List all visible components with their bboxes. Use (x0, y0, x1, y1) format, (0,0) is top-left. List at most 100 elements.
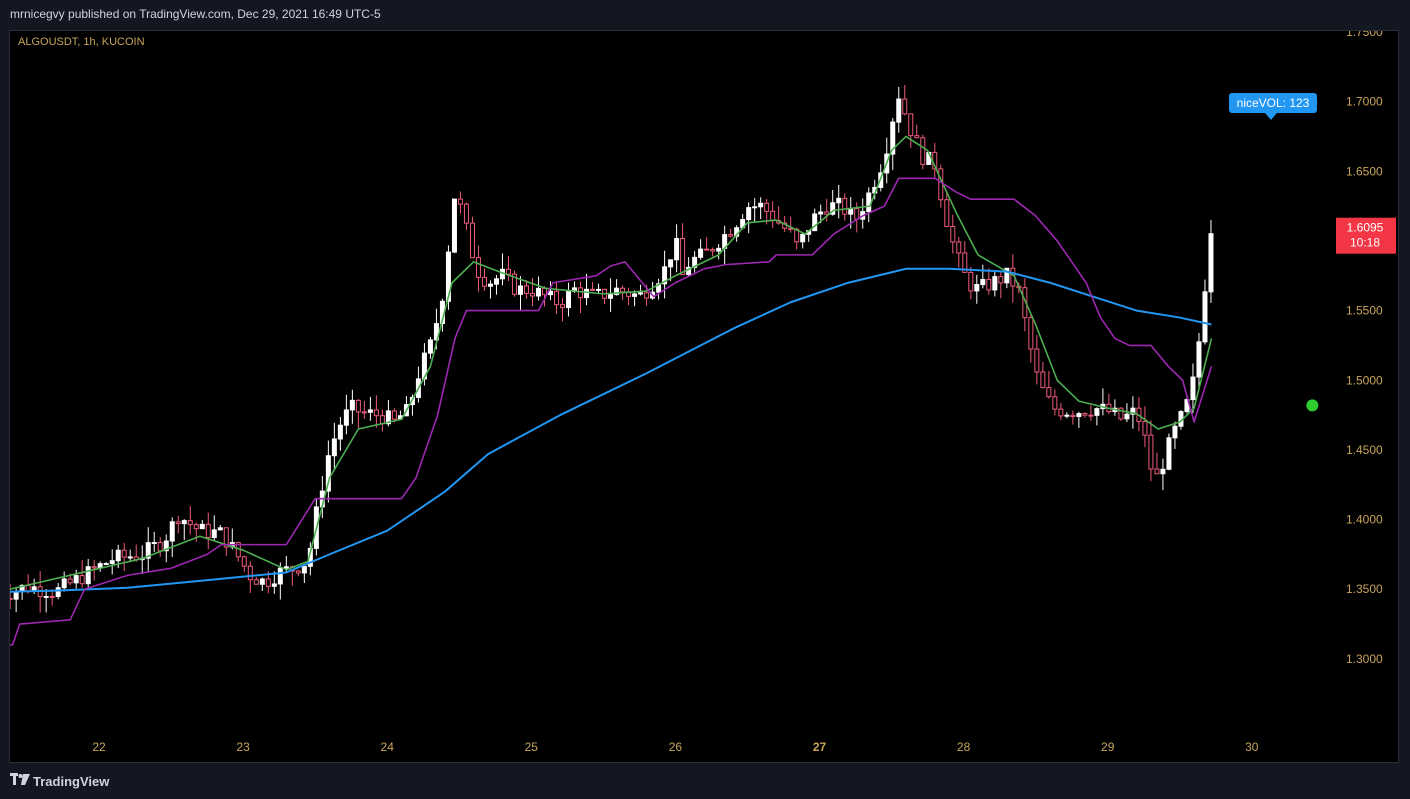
candle-body (241, 556, 247, 567)
candle-body (986, 279, 992, 291)
candle-body (13, 591, 19, 600)
candle-body (632, 293, 638, 297)
candle-body (608, 294, 614, 299)
candle-body (493, 278, 499, 285)
x-tick-label: 28 (957, 740, 971, 754)
candle-body (644, 292, 650, 299)
x-tick-label: 29 (1101, 740, 1115, 754)
candle-body (487, 283, 493, 287)
indicator-line (10, 267, 1212, 593)
candle-body (253, 579, 259, 585)
candle-body (584, 288, 590, 299)
candle-body (373, 409, 379, 417)
candle-body (950, 225, 956, 243)
x-tick-label: 23 (236, 740, 250, 754)
candle-body (836, 197, 842, 204)
candle-body (517, 285, 523, 295)
candle-body (542, 287, 548, 296)
candle-body (505, 268, 511, 275)
candle-body (620, 287, 626, 293)
indicator-label: niceVOL: 123 (1237, 96, 1310, 110)
candle-body (1196, 341, 1202, 378)
candle-body (638, 292, 644, 295)
candle-body (325, 455, 331, 492)
candle-body (1046, 387, 1052, 398)
x-tick-label: 30 (1245, 740, 1259, 754)
candle-body (127, 556, 133, 559)
candle-body (103, 563, 109, 566)
y-tick-label: 1.5000 (1346, 373, 1383, 387)
tradingview-logo-icon (10, 773, 30, 785)
candle-body (79, 575, 85, 585)
candle-body (1088, 414, 1094, 417)
candle-body (121, 549, 127, 558)
tradingview-brand: TradingView (33, 774, 110, 789)
candle-body (163, 540, 169, 552)
y-tick-label: 1.4500 (1346, 443, 1383, 457)
candle-body (43, 595, 49, 598)
candle-body (716, 247, 722, 252)
candle-body (427, 339, 433, 354)
candle-body (1034, 348, 1040, 373)
candle-body (662, 266, 668, 285)
x-tick-label: 27 (813, 740, 827, 754)
candle-body (944, 199, 950, 227)
candle-body (1028, 317, 1034, 350)
candle-body (1208, 233, 1214, 293)
candle-body (1124, 413, 1130, 420)
candle-body (938, 168, 944, 201)
candle-body (67, 578, 73, 584)
candle-body (914, 135, 920, 139)
candle-body (391, 410, 397, 420)
candle-body (151, 542, 157, 545)
candle-body (590, 288, 596, 291)
candle-body (1004, 267, 1010, 284)
candle-body (85, 566, 91, 585)
indicator-label-box (1229, 93, 1317, 113)
candle-body (578, 287, 584, 299)
candle-body (259, 578, 265, 585)
y-tick-label: 1.3000 (1346, 652, 1383, 666)
candle-body (896, 98, 902, 123)
candle-body (818, 211, 824, 215)
candle-body (469, 222, 475, 259)
candle-body (668, 259, 674, 268)
candle-body (854, 208, 860, 220)
candle-body (349, 399, 355, 411)
candle-body (1160, 468, 1166, 475)
candle-body (475, 257, 481, 278)
candle-body (1190, 376, 1196, 401)
candle-body (800, 233, 806, 243)
candle-body (1064, 414, 1070, 417)
candle-body (385, 410, 391, 425)
candle-body (968, 271, 974, 292)
candle-body (770, 210, 776, 222)
candle-body (355, 399, 361, 413)
candle-body (1052, 396, 1058, 410)
candle-body (301, 565, 307, 574)
candle-body (674, 237, 680, 261)
candle-body (962, 252, 968, 273)
indicator-label-pointer (1265, 113, 1277, 120)
chart-frame[interactable]: 1.75001.70001.65001.60001.55001.50001.45… (9, 30, 1399, 763)
candle-body (457, 198, 463, 205)
candle-body (55, 587, 61, 597)
candle-body (890, 121, 896, 155)
candle-body (337, 424, 343, 440)
price-chart[interactable]: 1.75001.70001.65001.60001.55001.50001.45… (10, 31, 1398, 762)
footer: TradingView (0, 763, 1410, 799)
candle-body (1070, 414, 1076, 417)
candle-body (1082, 413, 1088, 416)
candle-body (1172, 425, 1178, 439)
candle-body (211, 529, 217, 539)
x-tick-label: 24 (381, 740, 395, 754)
candle-body (902, 98, 908, 115)
candle-body (974, 284, 980, 292)
top-bar: mrnicegvy published on TradingView.com, … (0, 0, 1410, 30)
candle-body (331, 438, 337, 457)
y-tick-label: 1.7000 (1346, 95, 1383, 109)
candle-body (1040, 371, 1046, 389)
candle-body (295, 570, 301, 574)
candle-body (920, 137, 926, 165)
candle-body (956, 241, 962, 254)
